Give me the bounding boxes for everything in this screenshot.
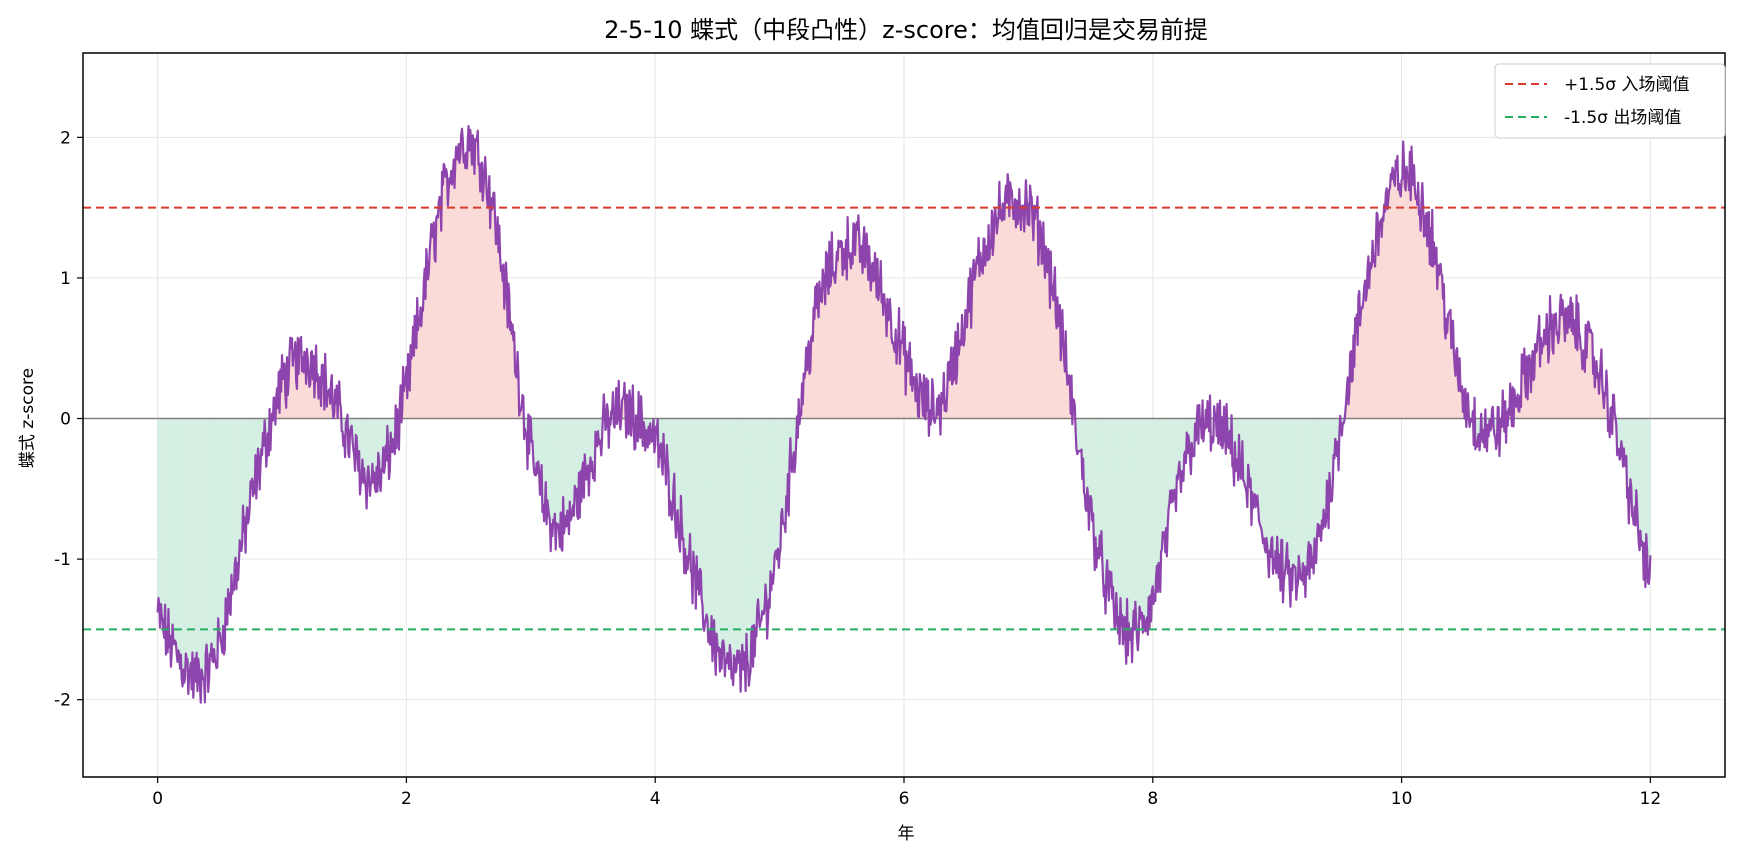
legend: +1.5σ 入场阈值 -1.5σ 出场阈值	[1494, 63, 1726, 139]
y-axis-label: 蝶式 z-score	[18, 368, 38, 468]
threshold-lines	[83, 206, 1725, 631]
x-axis-label: 年	[898, 824, 915, 844]
chart-title: 2-5-10 蝶式（中段凸性）z-score：均值回归是交易前提	[604, 16, 1208, 44]
x-tick-label-6: 12	[1640, 789, 1662, 809]
y-tick-label-0: -2	[54, 691, 71, 711]
y-tick-label-2: 0	[60, 410, 71, 430]
x-tick-label-4: 8	[1147, 789, 1158, 809]
y-tick-label-1: -1	[54, 550, 71, 570]
legend-label-upper: +1.5σ 入场阈值	[1564, 75, 1689, 95]
x-tick-label-0: 0	[152, 789, 163, 809]
x-tick-label-3: 6	[899, 789, 910, 809]
y-tick-label-4: 2	[60, 128, 71, 148]
legend-label-lower: -1.5σ 出场阈值	[1564, 108, 1681, 128]
x-tick-label-1: 2	[401, 789, 412, 809]
legend-box	[1494, 63, 1726, 139]
series-line-zscore	[156, 124, 1652, 704]
series-lines	[156, 124, 1652, 704]
x-tick-label-2: 4	[650, 789, 661, 809]
y-tick-label-3: 1	[60, 269, 71, 289]
x-tick-label-5: 10	[1391, 789, 1413, 809]
